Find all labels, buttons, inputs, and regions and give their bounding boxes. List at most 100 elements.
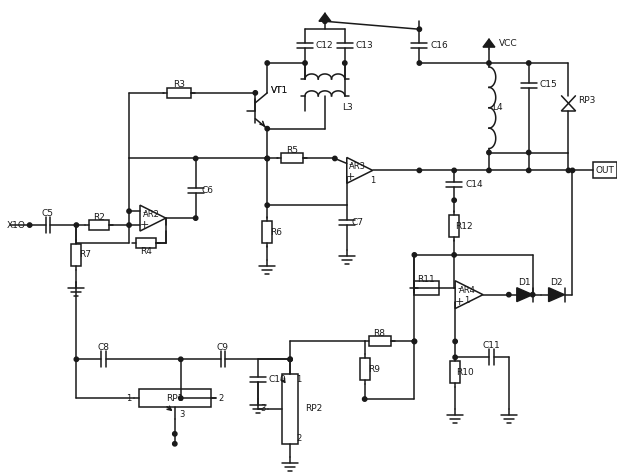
Circle shape	[487, 61, 491, 65]
Text: R11: R11	[417, 275, 435, 284]
Text: 2: 2	[296, 434, 301, 443]
Bar	[281, 153, 303, 163]
Polygon shape	[517, 288, 533, 302]
Polygon shape	[483, 39, 495, 47]
Circle shape	[74, 357, 79, 361]
Text: 1: 1	[126, 394, 131, 403]
Circle shape	[453, 355, 457, 359]
Circle shape	[527, 61, 531, 65]
Text: C16: C16	[430, 40, 448, 50]
Text: C5: C5	[41, 208, 53, 218]
Text: C8: C8	[97, 343, 109, 352]
Text: C12: C12	[316, 40, 334, 50]
Text: C10: C10	[268, 375, 286, 384]
Circle shape	[265, 203, 269, 208]
Text: VT1: VT1	[271, 86, 288, 95]
Circle shape	[417, 27, 422, 31]
Text: R12: R12	[456, 221, 473, 230]
Circle shape	[265, 61, 269, 65]
Circle shape	[173, 432, 177, 436]
Text: R6: R6	[271, 228, 282, 237]
Circle shape	[265, 127, 269, 131]
Text: RP2: RP2	[305, 405, 322, 414]
Circle shape	[253, 90, 258, 95]
Text: VCC: VCC	[499, 39, 517, 48]
Circle shape	[288, 357, 292, 361]
Text: +: +	[346, 172, 355, 182]
Text: -: -	[457, 283, 461, 293]
Bar	[450, 361, 460, 383]
Circle shape	[173, 442, 177, 446]
Circle shape	[452, 253, 456, 257]
Circle shape	[530, 292, 535, 297]
Circle shape	[288, 357, 292, 361]
Polygon shape	[548, 288, 565, 302]
Circle shape	[453, 339, 457, 344]
Bar	[89, 220, 109, 230]
Bar	[449, 215, 459, 237]
Text: 1: 1	[370, 176, 375, 185]
Bar	[139, 389, 210, 407]
Text: 3: 3	[260, 405, 266, 414]
Text: -: -	[348, 159, 353, 169]
Text: OUT: OUT	[596, 166, 615, 175]
Circle shape	[194, 216, 198, 220]
Bar	[414, 281, 439, 295]
Text: AR2: AR2	[142, 209, 159, 218]
Circle shape	[412, 253, 417, 257]
Circle shape	[342, 61, 347, 65]
Text: C15: C15	[540, 80, 557, 89]
Circle shape	[303, 61, 307, 65]
Bar	[71, 244, 81, 266]
Text: L3: L3	[342, 103, 353, 112]
Text: VT1: VT1	[271, 86, 288, 95]
Circle shape	[27, 223, 32, 227]
Bar	[360, 358, 370, 380]
Circle shape	[487, 168, 491, 173]
Text: L4: L4	[493, 103, 503, 112]
Bar	[262, 221, 272, 243]
Text: R4: R4	[140, 248, 152, 257]
Text: 3: 3	[180, 410, 185, 419]
Polygon shape	[319, 13, 331, 21]
Text: C9: C9	[217, 343, 228, 352]
Text: R10: R10	[456, 368, 474, 377]
Text: 1: 1	[296, 375, 301, 384]
Circle shape	[322, 19, 327, 23]
Bar	[282, 374, 298, 444]
Circle shape	[527, 168, 531, 173]
Text: +: +	[139, 219, 149, 229]
Circle shape	[74, 223, 79, 227]
Text: R2: R2	[93, 213, 105, 222]
Circle shape	[194, 156, 198, 161]
Circle shape	[332, 156, 337, 161]
Text: R5: R5	[286, 146, 298, 155]
Circle shape	[127, 209, 131, 213]
Circle shape	[452, 198, 456, 202]
Circle shape	[417, 61, 422, 65]
Circle shape	[265, 156, 269, 161]
Bar	[369, 337, 391, 347]
Bar	[167, 88, 191, 98]
Circle shape	[412, 339, 417, 344]
Text: AR3: AR3	[349, 162, 366, 171]
Text: +: +	[454, 297, 464, 307]
Circle shape	[265, 156, 269, 161]
Circle shape	[527, 150, 531, 155]
Text: C7: C7	[352, 218, 364, 227]
Circle shape	[412, 339, 417, 344]
Circle shape	[487, 150, 491, 155]
Text: D2: D2	[550, 278, 563, 287]
Text: C13: C13	[356, 40, 373, 50]
Text: R7: R7	[79, 250, 92, 259]
Text: RP3: RP3	[578, 96, 596, 105]
Text: D1: D1	[519, 278, 531, 287]
Text: 2: 2	[219, 394, 224, 403]
Circle shape	[506, 292, 511, 297]
Text: -: -	[142, 207, 146, 217]
Text: C14: C14	[465, 180, 483, 189]
Text: R8: R8	[374, 329, 386, 338]
Text: X1O: X1O	[7, 220, 25, 229]
Text: R9: R9	[369, 365, 381, 374]
Bar	[136, 238, 156, 248]
